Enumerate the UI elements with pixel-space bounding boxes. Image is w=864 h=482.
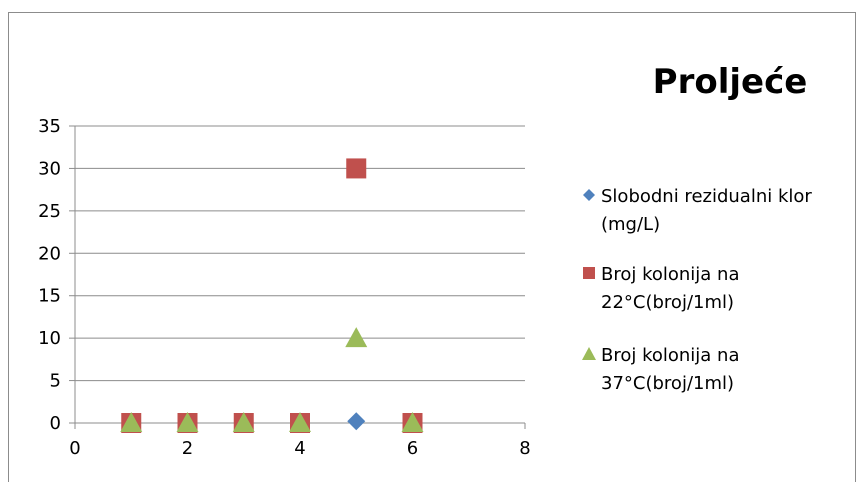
y-tick-label: 5 — [50, 371, 61, 392]
triangle-point — [176, 412, 199, 432]
grid-layer — [75, 125, 525, 424]
legend-label: Broj kolonija na — [601, 345, 740, 366]
points-layer — [120, 158, 424, 433]
diamond-point — [347, 412, 366, 431]
legend-marker-square — [583, 267, 595, 279]
chart-frame — [8, 12, 856, 482]
legend-label: (mg/L) — [601, 214, 660, 235]
legend-label: Slobodni rezidualni klor — [601, 186, 812, 207]
y-tick-label: 0 — [50, 413, 61, 434]
x-tick-label: 2 — [182, 438, 193, 459]
x-tick-label: 6 — [407, 438, 418, 459]
y-tick-label: 35 — [38, 116, 61, 137]
triangle-point — [401, 412, 424, 432]
triangle-point — [289, 412, 311, 432]
y-tick-label: 20 — [38, 243, 61, 264]
y-tick-label: 25 — [38, 201, 61, 222]
legend-label: 37°C(broj/1ml) — [601, 373, 734, 394]
y-tick-label: 15 — [38, 286, 61, 307]
x-tick-label: 8 — [519, 438, 530, 459]
legend-label: Broj kolonija na — [601, 264, 740, 285]
triangle-point — [232, 412, 255, 432]
legend-marker-triangle — [582, 347, 596, 360]
triangle-point — [120, 412, 143, 432]
legend: Slobodni rezidualni klor (mg/L) Broj kolon… — [582, 186, 812, 394]
y-tick-label: 30 — [38, 158, 61, 179]
axis-layer: 0 5 10 15 20 25 30 35 0 2 4 6 8 — [38, 116, 531, 459]
y-tick-label: 10 — [38, 328, 61, 349]
square-point — [346, 158, 367, 179]
x-tick-label: 0 — [69, 438, 80, 459]
triangle-point — [345, 327, 368, 348]
chart-title: Proljeće — [652, 62, 808, 102]
legend-marker-diamond — [583, 189, 595, 201]
x-tick-label: 4 — [294, 438, 305, 459]
legend-label: 22°C(broj/1ml) — [601, 292, 734, 313]
